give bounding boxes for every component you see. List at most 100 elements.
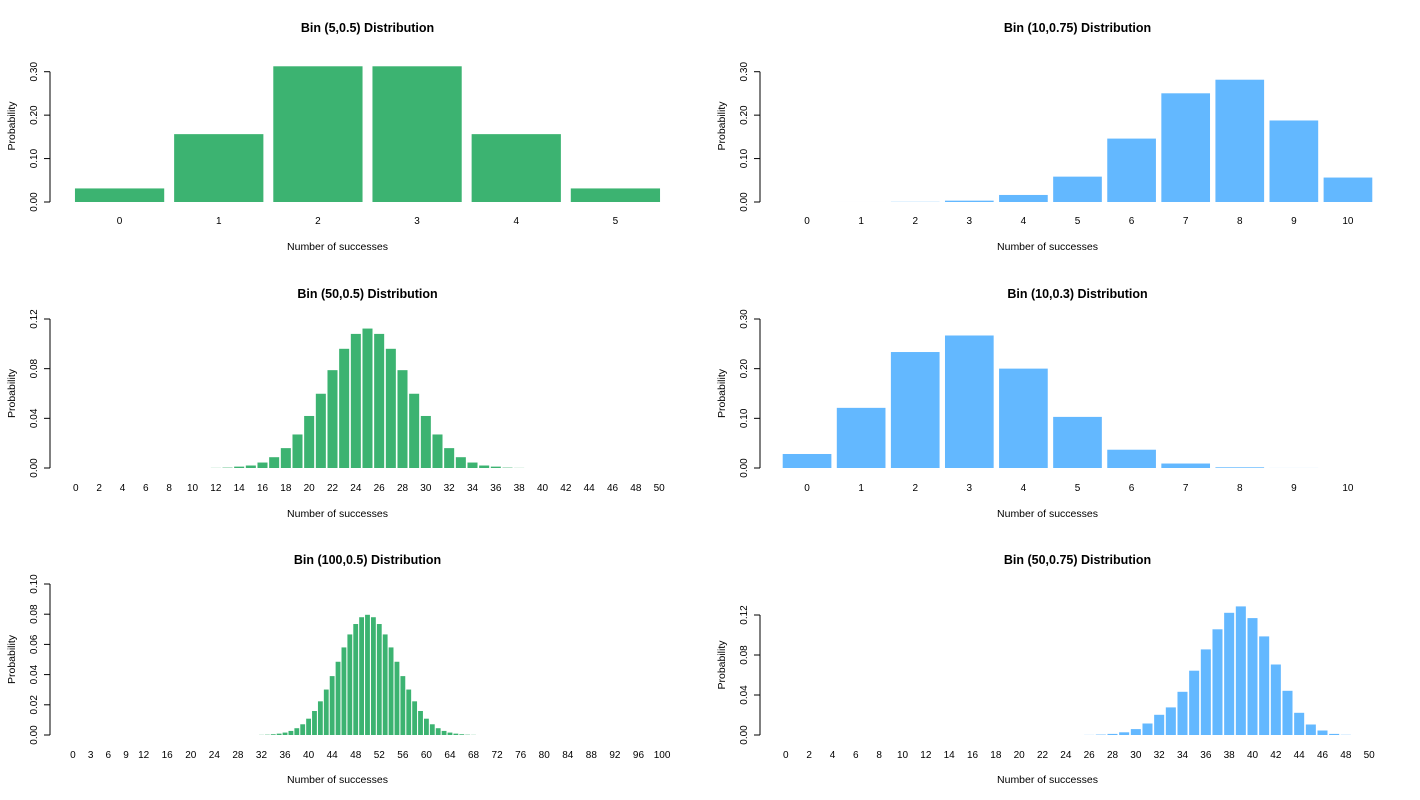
x-tick-label: 0	[804, 216, 810, 227]
x-tick-label: 28	[1107, 750, 1119, 761]
chart-bin-5-0.5: Bin (5,0.5) Distribution 0.00 0.10 0.20 0.30…	[6, 21, 661, 253]
bar-26	[374, 333, 385, 468]
chart-bin-10-0.75: Bin (10,0.75) Distribution 0.00 0.10 0.20 0.…	[716, 21, 1373, 253]
bar-28	[397, 370, 408, 468]
bar-10	[1323, 177, 1373, 202]
x-tick-label: 36	[1200, 750, 1212, 761]
x-tick-label: 14	[234, 483, 246, 494]
bar-33	[455, 457, 466, 468]
bar-47	[1329, 733, 1340, 735]
bar-34	[270, 734, 276, 735]
bar-1	[174, 134, 264, 202]
bar-0	[782, 453, 832, 468]
y-tick-label: 0.12	[739, 605, 750, 625]
y-tick-label: 0.10	[29, 574, 40, 594]
bar-31	[432, 434, 443, 468]
bar-5	[1053, 416, 1102, 468]
x-tick-label: 92	[609, 750, 621, 761]
x-tick-label: 16	[967, 750, 979, 761]
x-tick-label: 4	[513, 216, 519, 227]
x-tick-label: 10	[1342, 216, 1354, 227]
bar-15	[245, 465, 256, 468]
x-tick-label: 3	[414, 216, 420, 227]
x-tick-label: 26	[1084, 750, 1096, 761]
bar-51	[370, 617, 376, 735]
x-tick-label: 12	[138, 750, 150, 761]
chart-panel-4: Bin (10,0.3) Distribution 0.00 0.10 0.20 0.3…	[710, 267, 1420, 533]
y-tick-label: 0.00	[29, 192, 40, 212]
bar-18	[280, 448, 291, 468]
chart-panel-1: Bin (5,0.5) Distribution 0.00 0.10 0.20 0.30…	[0, 0, 700, 267]
x-tick-label: 0	[783, 750, 789, 761]
chart-bin-50-0.75: Bin (50,0.75) Distribution 0.00 0.04 0.08 0.…	[716, 553, 1376, 786]
bar-24	[350, 333, 361, 468]
x-tick-label: 1	[858, 216, 864, 227]
x-tick-label: 14	[944, 750, 956, 761]
y-tick-label: 0.04	[739, 685, 750, 705]
bar-35	[1189, 670, 1200, 735]
x-tick-label: 42	[560, 483, 572, 494]
bar-3	[944, 200, 994, 202]
x-tick-label: 2	[96, 483, 102, 494]
bar-62	[435, 728, 441, 735]
y-tick-label: 0.00	[739, 192, 750, 212]
bar-42	[317, 701, 323, 735]
x-tick-label: 22	[327, 483, 339, 494]
x-tick-label: 40	[1247, 750, 1259, 761]
bar-6	[1107, 138, 1156, 202]
bar-16	[257, 462, 268, 468]
bar-42	[1270, 664, 1281, 735]
x-tick-label: 76	[515, 750, 527, 761]
x-tick-label: 24	[350, 483, 362, 494]
bar-36	[490, 466, 501, 468]
bar-8	[1215, 79, 1265, 202]
bar-34	[1177, 691, 1188, 735]
x-tick-label: 3	[967, 216, 973, 227]
bar-52	[376, 624, 382, 735]
bar-7	[1161, 463, 1211, 468]
x-tick-label: 44	[327, 750, 339, 761]
bar-53	[382, 634, 388, 735]
x-tick-label: 6	[853, 750, 859, 761]
bar-2	[890, 352, 940, 468]
x-tick-label: 7	[1183, 483, 1189, 494]
x-tick-label: 4	[830, 750, 836, 761]
x-tick-label: 34	[1177, 750, 1189, 761]
bar-43	[323, 689, 329, 735]
bar-54	[388, 647, 394, 735]
x-tick-label: 3	[967, 483, 973, 494]
y-tick-label: 0.20	[739, 105, 750, 125]
x-tick-label: 2	[912, 216, 918, 227]
x-tick-label: 88	[586, 750, 598, 761]
x-tick-label: 18	[280, 483, 292, 494]
x-tick-label: 10	[1342, 483, 1354, 494]
bar-40	[306, 718, 311, 735]
bar-33	[1165, 707, 1176, 735]
bar-43	[1282, 690, 1293, 735]
x-tick-label: 5	[613, 216, 619, 227]
bar-17	[269, 457, 280, 468]
x-tick-label: 8	[876, 750, 882, 761]
bar-4	[999, 368, 1048, 468]
bar-1	[836, 407, 886, 468]
bar-55	[394, 661, 400, 735]
bar-9	[1269, 120, 1319, 202]
y-tick-label: 0.04	[29, 408, 40, 428]
x-tick-label: 7	[1183, 216, 1189, 227]
x-tick-label: 96	[633, 750, 645, 761]
x-tick-label: 5	[1075, 483, 1081, 494]
x-tick-label: 46	[607, 483, 619, 494]
x-tick-label: 50	[1364, 750, 1376, 761]
x-tick-label: 0	[804, 483, 810, 494]
bar-25	[362, 328, 373, 468]
y-tick-label: 0.12	[29, 309, 40, 329]
y-tick-label: 0.08	[739, 645, 750, 665]
chart-bin-10-0.3: Bin (10,0.3) Distribution 0.00 0.10 0.20 0.3…	[716, 287, 1354, 520]
bar-56	[400, 676, 406, 735]
x-tick-label: 80	[539, 750, 551, 761]
chart-title: Bin (100,0.5) Distribution	[294, 553, 441, 567]
x-tick-label: 26	[374, 483, 386, 494]
y-tick-label: 0.00	[739, 458, 750, 478]
x-tick-label: 30	[420, 483, 432, 494]
bar-37	[288, 730, 294, 735]
